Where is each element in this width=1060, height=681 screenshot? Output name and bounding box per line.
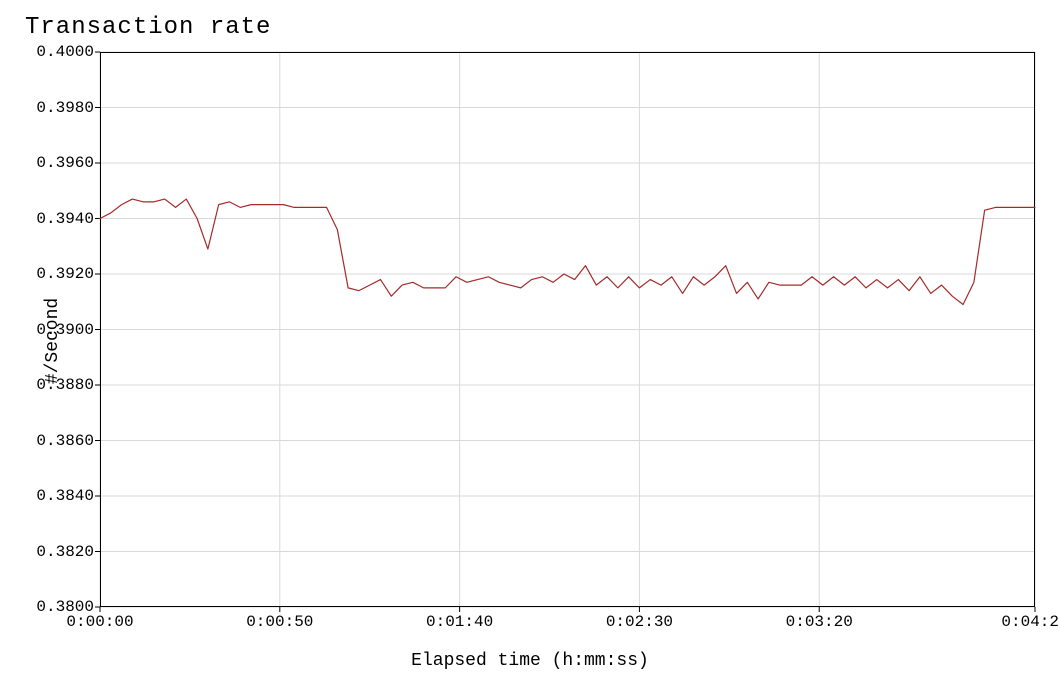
transaction-rate-chart: Transaction rate #/Second 0.38000.38200.… bbox=[0, 0, 1060, 681]
x-tick-label: 0:02:30 bbox=[606, 607, 673, 631]
plot-svg bbox=[100, 52, 1035, 607]
chart-title: Transaction rate bbox=[25, 14, 271, 41]
x-tick-label: 0:04:20 bbox=[1001, 607, 1060, 631]
plot-area: 0.38000.38200.38400.38600.38800.39000.39… bbox=[100, 52, 1035, 607]
x-tick-label: 0:00:00 bbox=[66, 607, 133, 631]
y-tick-label: 0.3840 bbox=[36, 487, 100, 505]
y-tick-label: 0.3880 bbox=[36, 376, 100, 394]
x-tick-label: 0:01:40 bbox=[426, 607, 493, 631]
y-tick-label: 0.3940 bbox=[36, 210, 100, 228]
y-tick-label: 0.4000 bbox=[36, 43, 100, 61]
y-tick-label: 0.3960 bbox=[36, 154, 100, 172]
y-axis-label: #/Second bbox=[43, 297, 63, 383]
y-tick-label: 0.3860 bbox=[36, 432, 100, 450]
y-tick-label: 0.3980 bbox=[36, 99, 100, 117]
x-axis-label: Elapsed time (h:mm:ss) bbox=[0, 651, 1060, 671]
x-tick-label: 0:03:20 bbox=[786, 607, 853, 631]
x-tick-label: 0:00:50 bbox=[246, 607, 313, 631]
y-tick-label: 0.3820 bbox=[36, 543, 100, 561]
y-tick-label: 0.3900 bbox=[36, 321, 100, 339]
y-tick-label: 0.3920 bbox=[36, 265, 100, 283]
